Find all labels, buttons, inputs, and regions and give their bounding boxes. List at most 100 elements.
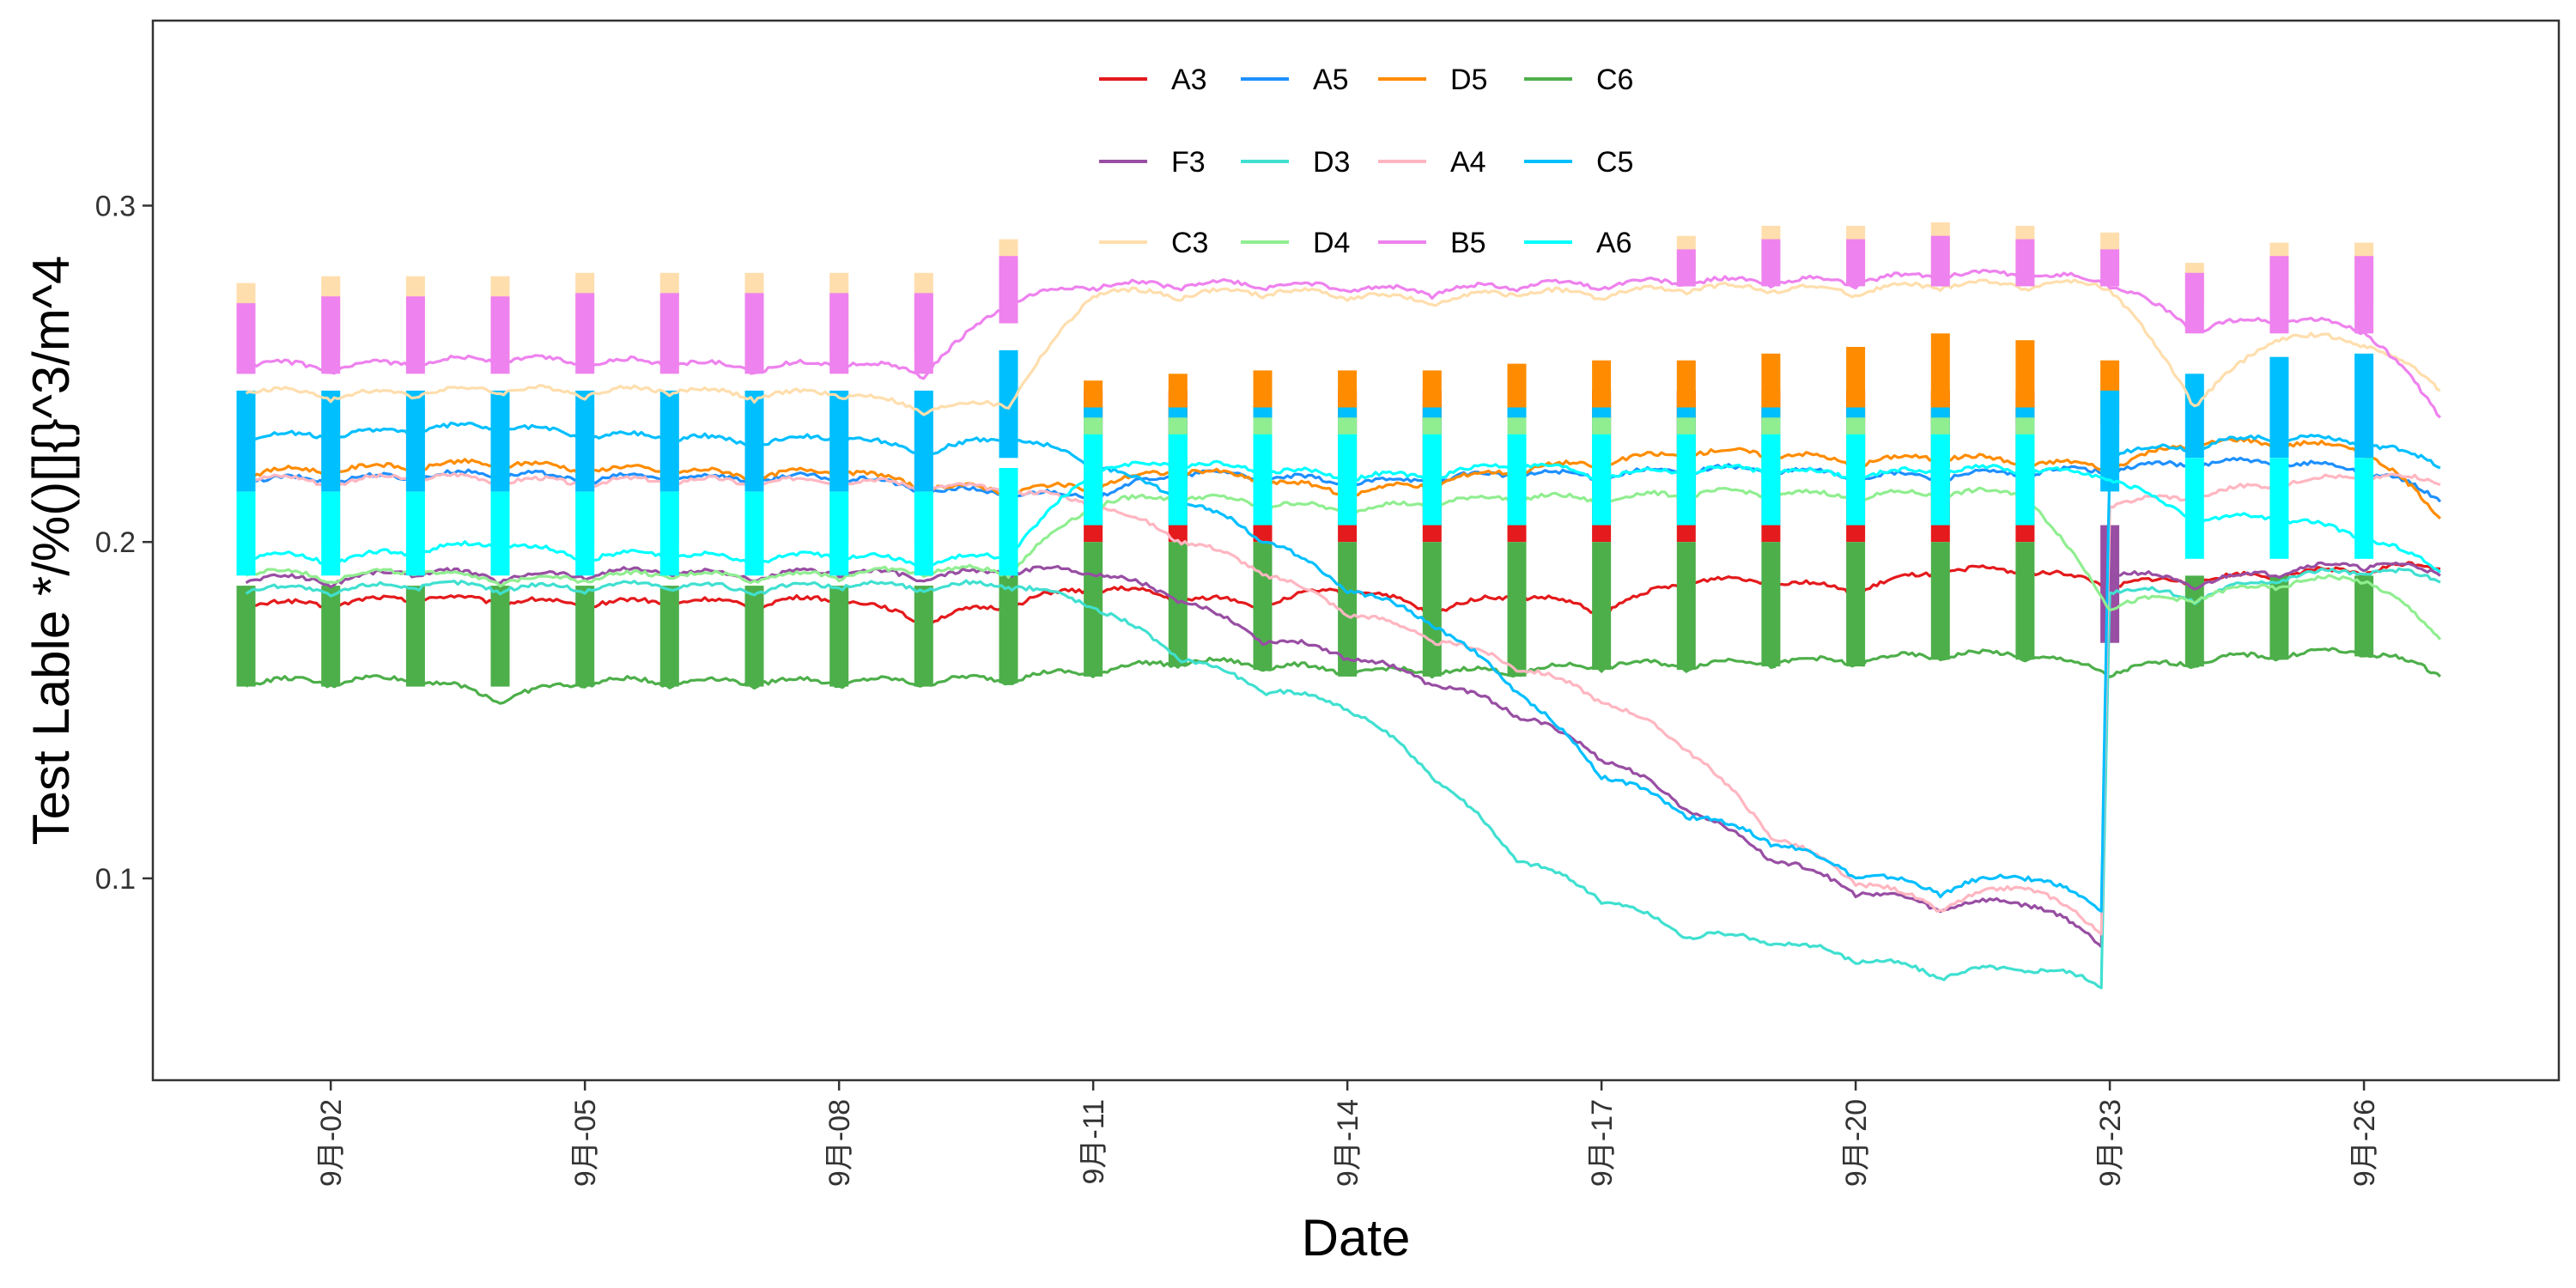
spike-C6 (236, 586, 256, 687)
spike-A6 (1930, 434, 1950, 526)
spike-C6 (914, 586, 933, 687)
spike-A6 (1846, 434, 1866, 526)
spike-C6 (1761, 542, 1781, 667)
legend-label: B5 (1450, 227, 1486, 259)
spike-B5 (1676, 249, 1696, 287)
spike-C5 (2354, 353, 2374, 459)
spike-D5 (1930, 333, 1950, 425)
spike-C6 (1507, 542, 1527, 677)
spike-B5 (2100, 249, 2120, 287)
legend-item-B5: B5 (1378, 227, 1486, 259)
spike-A6 (405, 491, 425, 576)
spike-A6 (1422, 434, 1442, 526)
spike-B5 (490, 296, 510, 374)
spike-A6 (1761, 434, 1781, 526)
spike-C6 (1253, 542, 1273, 671)
spike-C6 (1846, 542, 1866, 667)
series-line-C5 (245, 422, 2441, 913)
legend-item-F3: F3 (1099, 146, 1206, 179)
spike-A6 (999, 468, 1018, 576)
spike-D5 (1761, 353, 1781, 425)
x-tick-label: 9月-05 (569, 1099, 602, 1187)
spike-B5 (2269, 256, 2289, 334)
series-A6 (236, 434, 2441, 576)
legend-item-A6: A6 (1524, 227, 1632, 259)
y-tick-label: 0.2 (95, 526, 136, 559)
x-tick-label: 9月-23 (2094, 1099, 2127, 1187)
spike-C5 (999, 349, 1018, 459)
legend-label: F3 (1171, 146, 1206, 179)
legend-item-A3: A3 (1099, 64, 1207, 96)
spike-C6 (321, 586, 341, 687)
spike-C5 (914, 390, 933, 492)
plot-frame (151, 19, 2561, 1082)
legend-item-C5: C5 (1524, 146, 1633, 179)
spike-C6 (1676, 542, 1696, 671)
spike-A6 (2269, 458, 2289, 559)
spike-B5 (744, 293, 764, 374)
spike-C6 (575, 586, 595, 687)
spike-C6 (405, 586, 425, 687)
spike-B5 (914, 293, 933, 374)
spike-A6 (2184, 458, 2204, 559)
legend-label: D4 (1313, 227, 1350, 259)
spike-C6 (1168, 542, 1188, 667)
spike-C5 (575, 390, 595, 492)
spike-C5 (2269, 356, 2289, 459)
x-tick-label: 9月-08 (823, 1099, 856, 1187)
spike-B5 (2354, 256, 2374, 334)
spike-A6 (1592, 434, 1612, 526)
spike-C5 (2100, 390, 2120, 492)
y-axis: 0.1 0.2 0.3 (95, 190, 153, 896)
y-tick-label: 0.3 (95, 190, 136, 222)
spike-C6 (744, 586, 764, 687)
spike-C5 (236, 390, 256, 492)
y-axis-title: Test Lable */%()[]{}^3/m^4 (22, 256, 80, 846)
legend-label: A3 (1171, 64, 1207, 96)
spike-D5 (2015, 340, 2035, 425)
spike-A6 (1338, 434, 1358, 526)
legend-label: A5 (1313, 64, 1349, 96)
x-tick-label: 9月-17 (1586, 1099, 1619, 1187)
y-tick-label: 0.1 (95, 863, 136, 896)
legend-item-C3: C3 (1099, 227, 1208, 259)
spike-C5 (2184, 374, 2204, 459)
spike-B5 (2015, 239, 2035, 287)
spike-B5 (829, 293, 849, 374)
spike-C5 (744, 390, 764, 492)
spike-A6 (1507, 434, 1527, 526)
legend-label: C6 (1596, 64, 1633, 96)
spike-B5 (575, 293, 595, 374)
spike-C6 (1338, 542, 1358, 677)
spike-A6 (2354, 458, 2374, 559)
spike-C5 (321, 390, 341, 492)
legend-label: A6 (1596, 227, 1632, 259)
spike-A6 (1084, 434, 1103, 526)
legend-label: D3 (1313, 146, 1350, 179)
x-axis: 9月-02 9月-05 9月-08 9月-11 9月-14 9月-17 9月-20 9月-23… (315, 1080, 2381, 1187)
spike-B5 (321, 296, 341, 374)
spike-C6 (2269, 575, 2289, 660)
spike-A6 (490, 491, 510, 576)
legend-item-D3: D3 (1241, 146, 1350, 179)
spike-C5 (659, 390, 679, 492)
spike-B5 (2184, 272, 2204, 334)
x-axis-title: Date (1302, 1209, 1411, 1267)
spike-F3 (2100, 525, 2120, 643)
x-tick-label: 9月-02 (315, 1099, 348, 1187)
legend-item-D4: D4 (1241, 227, 1350, 259)
spike-C6 (1592, 542, 1612, 671)
legend-item-A5: A5 (1241, 64, 1349, 96)
x-tick-label: 9月-26 (2348, 1099, 2381, 1187)
x-tick-label: 9月-14 (1332, 1099, 1364, 1187)
spike-C6 (1422, 542, 1442, 677)
spike-A6 (1676, 434, 1696, 526)
spike-B5 (1761, 239, 1781, 287)
spike-D5 (1846, 347, 1866, 425)
series-layer (236, 222, 2442, 989)
series-line-D3 (245, 567, 2441, 989)
series-line-C3 (245, 278, 2441, 416)
spike-B5 (1930, 235, 1950, 287)
